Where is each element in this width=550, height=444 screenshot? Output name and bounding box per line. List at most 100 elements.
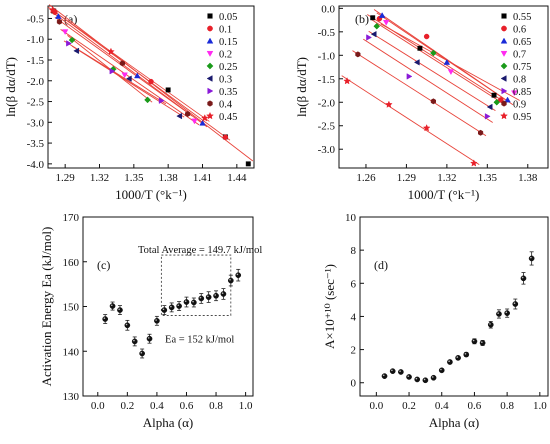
data-point <box>422 124 431 132</box>
legend-marker <box>206 50 214 57</box>
data-point <box>370 15 376 21</box>
legend-marker <box>207 100 213 107</box>
x-tick-label: 1.0 <box>533 400 547 412</box>
panel-label: (b) <box>355 12 369 26</box>
legend-marker <box>501 13 507 19</box>
legend-label: 0.55 <box>513 12 531 23</box>
x-tick-label: 1.29 <box>397 172 417 184</box>
y-tick-label: 4 <box>351 311 357 323</box>
x-axis-label: Alpha (α) <box>429 415 480 430</box>
y-tick-label: -1.0 <box>318 50 336 62</box>
data-point <box>385 100 393 108</box>
legend-label: 0.2 <box>219 50 232 61</box>
data-point <box>477 129 484 136</box>
data-point <box>200 114 209 122</box>
data-point <box>109 303 116 309</box>
legend-label: 0.95 <box>513 112 531 123</box>
data-point <box>469 159 478 167</box>
x-tick-label: 0.0 <box>369 400 383 412</box>
data-point-highlight <box>464 352 467 355</box>
chart-panel-d: 0.0 0.2 0.4 0.6 0.8 1.0 0 2 4 6 8 10 Alpha (α) A×10⁺¹… <box>322 212 549 430</box>
data-point <box>493 98 501 106</box>
data-point-highlight <box>489 323 491 325</box>
data-point-highlight <box>177 304 180 307</box>
data-point <box>511 90 518 97</box>
data-point-highlight <box>481 341 483 343</box>
data-point <box>504 96 511 103</box>
data-point <box>414 376 421 383</box>
y-axis-label: ln(β dα/dT) <box>3 57 18 117</box>
data-point-highlight <box>155 319 157 321</box>
data-point <box>430 98 436 105</box>
data-point <box>406 374 412 380</box>
legend-label: 0.45 <box>219 112 237 123</box>
data-point <box>381 373 388 379</box>
data-point <box>48 6 57 14</box>
data-point-highlight <box>415 377 418 380</box>
x-tick-label: 1.38 <box>159 172 179 184</box>
data-point-highlight <box>221 292 224 294</box>
data-point <box>512 301 519 307</box>
y-tick-label: -1.5 <box>27 55 45 67</box>
panel-label: (d) <box>374 258 388 272</box>
legend-marker <box>501 100 507 107</box>
data-point <box>366 34 372 41</box>
data-point <box>158 97 165 104</box>
data-point-highlight <box>192 300 194 303</box>
x-axis-label: 1000/T (°k⁻¹) <box>408 187 480 202</box>
data-point <box>487 321 494 328</box>
y-tick-label: 2 <box>351 345 357 357</box>
y-tick-label: -2.5 <box>27 97 45 109</box>
data-point <box>373 22 381 30</box>
legend-label: 0.75 <box>513 62 531 73</box>
plot-frame <box>338 5 549 169</box>
y-tick-label: -0.5 <box>27 13 45 25</box>
legend-marker <box>206 111 214 120</box>
data-point <box>146 335 153 342</box>
legend-marker <box>500 62 508 70</box>
data-point <box>165 87 171 93</box>
data-point-highlight <box>147 337 150 339</box>
data-point-highlight <box>118 308 120 311</box>
data-point <box>125 75 132 82</box>
plot-frame <box>82 216 254 397</box>
fit-line-7 <box>54 16 193 117</box>
data-point <box>491 92 497 98</box>
data-point <box>161 307 168 313</box>
legend-label: 0.35 <box>219 87 237 98</box>
fit-line-6 <box>363 38 493 123</box>
legend-label: 0.15 <box>219 37 237 48</box>
data-point <box>176 303 182 309</box>
data-point <box>205 294 212 300</box>
y-tick-label: -4.0 <box>27 159 45 171</box>
data-point-highlight <box>530 256 532 259</box>
data-point <box>417 45 423 51</box>
data-point <box>423 33 430 40</box>
data-point-highlight <box>521 276 524 279</box>
fit-line-4 <box>371 19 503 104</box>
data-point-highlight <box>497 312 499 314</box>
data-point <box>199 119 206 126</box>
data-point-highlight <box>423 378 426 381</box>
fit-line-3 <box>380 23 520 101</box>
plot-frame <box>359 216 549 397</box>
data-point <box>422 377 429 384</box>
x-tick-label: 0.0 <box>91 400 105 412</box>
data-point-highlight <box>440 368 442 371</box>
legend-marker <box>206 75 213 82</box>
data-point <box>398 369 404 375</box>
y-tick-label: 130 <box>63 391 80 403</box>
legend-marker <box>207 25 213 32</box>
fit-line-8 <box>341 75 480 166</box>
x-tick-label: 1.35 <box>478 172 498 184</box>
data-point <box>378 12 386 18</box>
data-point-highlight <box>207 295 209 298</box>
data-point-highlight <box>162 308 165 311</box>
data-point <box>117 307 123 313</box>
data-point <box>479 340 486 346</box>
data-point <box>406 73 413 80</box>
data-point <box>343 77 351 85</box>
legend-label: 0.05 <box>219 12 237 23</box>
data-point <box>227 277 234 284</box>
